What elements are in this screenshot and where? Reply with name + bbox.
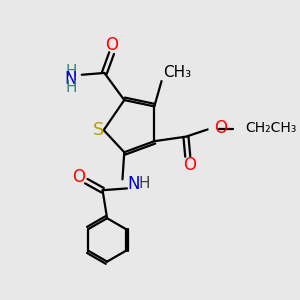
Text: N: N xyxy=(127,175,140,193)
Text: CH₂CH₃: CH₂CH₃ xyxy=(246,121,297,135)
Text: H: H xyxy=(65,64,77,79)
Text: O: O xyxy=(105,36,118,54)
Text: O: O xyxy=(72,168,85,186)
Text: H: H xyxy=(138,176,150,191)
Text: CH₃: CH₃ xyxy=(164,64,191,80)
Text: O: O xyxy=(214,118,227,136)
Text: S: S xyxy=(93,121,104,139)
Text: N: N xyxy=(65,70,77,88)
Text: H: H xyxy=(65,80,77,95)
Text: O: O xyxy=(183,156,196,174)
